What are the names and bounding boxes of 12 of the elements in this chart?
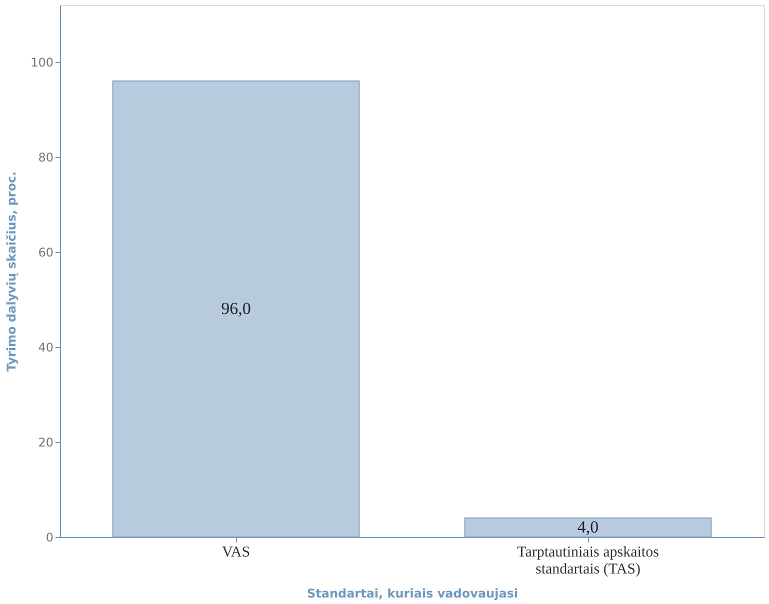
x-axis-title: Standartai, kuriais vadovaujasi [306,586,518,600]
y-tick-label: 0 [46,530,54,544]
y-tick-label: 60 [38,246,54,260]
y-tick-label: 80 [38,150,54,164]
x-tick-label: Tarptautiniais apskaitos standartais (TAS) [517,544,660,578]
x-tick-label: VAS [222,544,250,560]
y-tick-label: 40 [38,340,54,354]
y-tick-label: 100 [30,56,54,70]
data-label: 96,0 [221,299,251,318]
y-axis-title: Tyrimo dalyvių skaičius, proc. [4,171,19,372]
data-label: 4,0 [577,518,599,536]
y-tick-label: 20 [38,436,54,450]
